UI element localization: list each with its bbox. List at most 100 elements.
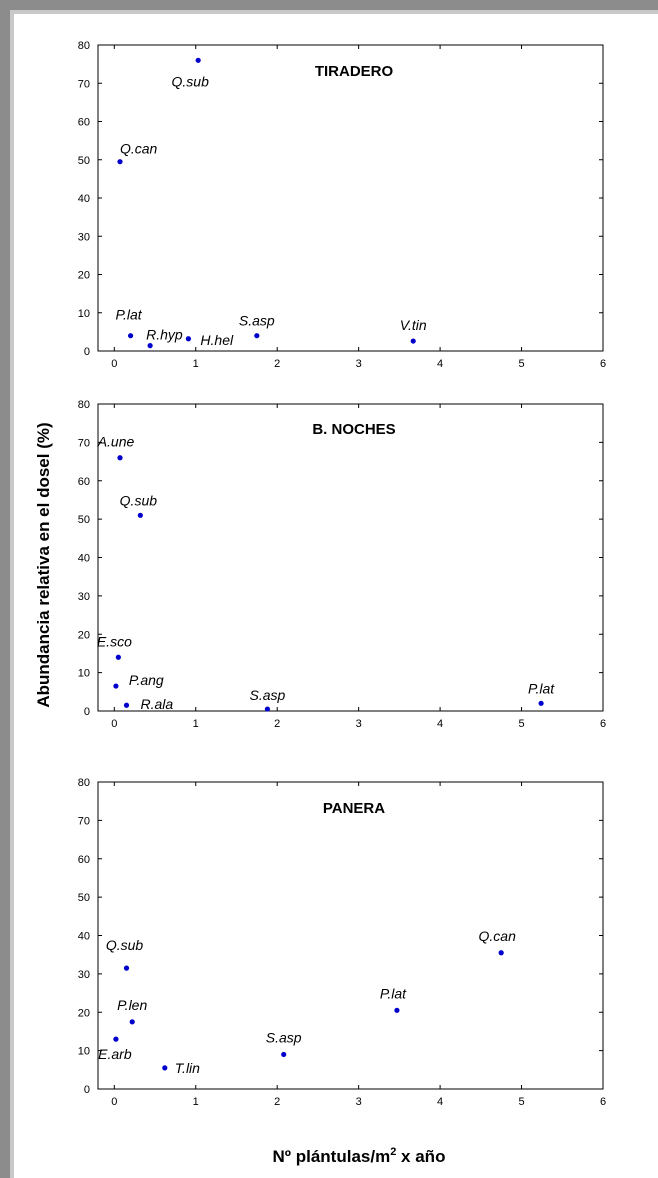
- x-tick-label: 4: [437, 718, 443, 730]
- y-tick-label: 30: [78, 591, 90, 603]
- y-tick-label: 10: [78, 1046, 90, 1058]
- x-axis-label-superscript: 2: [390, 1146, 396, 1158]
- frame-border-top-inner: [10, 10, 658, 14]
- point-label: P.ang: [129, 672, 164, 688]
- y-tick-label: 60: [78, 476, 90, 488]
- data-point: [281, 1051, 287, 1058]
- y-tick-label: 50: [78, 514, 90, 526]
- y-tick-label: 0: [84, 1084, 90, 1096]
- point-label: S.asp: [250, 687, 286, 703]
- data-point: [162, 1065, 168, 1071]
- x-tick-label: 6: [600, 358, 606, 370]
- x-tick-label: 2: [274, 718, 280, 730]
- x-tick-label: 5: [518, 358, 524, 370]
- y-tick-label: 80: [78, 777, 90, 789]
- plot-frame: [97, 781, 604, 1090]
- plot-frame: [97, 44, 604, 352]
- panel-title: TIRADERO: [315, 63, 394, 80]
- y-tick-label: 20: [78, 629, 90, 641]
- x-tick-label: 0: [111, 358, 117, 370]
- frame-border-left-inner: [10, 10, 14, 1178]
- panel-3: 0 10 20 30 40 50 60 70 80 0 1 2 3 4 5 6 PANERA Q.sub Q.can…: [78, 777, 606, 1108]
- y-tick-label: 60: [78, 117, 90, 129]
- y-tick-label: 20: [78, 270, 90, 282]
- data-point: [410, 338, 416, 344]
- panel-1: 0 10 20 30 40 50 60 70 80 0 1 2 3 4 5 6 TIRADERO Q.sub Q.c…: [78, 40, 606, 370]
- data-point: [538, 700, 544, 706]
- data-point: [498, 950, 504, 956]
- y-tick-label: 40: [78, 931, 90, 943]
- frame-border-left: [0, 0, 10, 1178]
- data-point: [137, 512, 143, 518]
- y-tick-label: 10: [78, 308, 90, 320]
- panel-title: PANERA: [323, 800, 385, 817]
- data-point: [185, 336, 192, 342]
- data-point: [147, 343, 153, 349]
- x-axis-label-main: Nº plántulas/m: [273, 1147, 391, 1166]
- frame-border-top: [0, 0, 658, 10]
- y-tick-label: 50: [78, 155, 90, 167]
- y-tick-label: 80: [78, 399, 90, 411]
- point-label: Q.can: [120, 141, 158, 157]
- point-label: P.lat: [528, 680, 555, 696]
- y-tick-label: 60: [78, 854, 90, 866]
- data-point: [254, 333, 260, 339]
- point-label: A.une: [97, 434, 135, 450]
- x-tick-label: 2: [274, 1096, 280, 1108]
- point-label: H.hel: [200, 332, 234, 348]
- point-label: Q.sub: [172, 73, 210, 89]
- data-point: [129, 1019, 135, 1025]
- y-tick-label: 50: [78, 892, 90, 904]
- x-axis-label: Nº plántulas/m2 x año: [273, 1146, 446, 1166]
- point-label: E.sco: [97, 633, 132, 649]
- point-label: R.ala: [141, 696, 174, 712]
- y-tick-label: 0: [84, 346, 90, 358]
- point-label: R.hyp: [146, 327, 183, 343]
- x-tick-label: 5: [518, 1096, 524, 1108]
- x-tick-label: 2: [274, 358, 280, 370]
- point-label: T.lin: [175, 1060, 200, 1076]
- y-tick-label: 40: [78, 193, 90, 205]
- x-tick-label: 1: [193, 358, 199, 370]
- plot-frame: [97, 403, 604, 712]
- data-point: [123, 965, 130, 971]
- data-point: [264, 706, 271, 712]
- y-axis-label: Abundancia relativa en el dosel (%): [34, 422, 53, 707]
- y-tick-label: 80: [78, 40, 90, 52]
- y-tick-label: 0: [84, 706, 90, 718]
- y-tick-label: 70: [78, 815, 90, 827]
- point-label: Q.sub: [120, 492, 158, 508]
- x-tick-label: 1: [193, 1096, 199, 1108]
- x-tick-label: 3: [356, 1096, 362, 1108]
- y-tick-label: 70: [78, 437, 90, 449]
- data-point: [123, 702, 130, 708]
- point-label: S.asp: [266, 1029, 302, 1045]
- y-tick-label: 30: [78, 969, 90, 981]
- x-tick-label: 0: [111, 1096, 117, 1108]
- panel-title: B. NOCHES: [312, 421, 395, 438]
- y-tick-label: 20: [78, 1007, 90, 1019]
- x-tick-label: 4: [437, 1096, 443, 1108]
- y-tick-label: 10: [78, 668, 90, 680]
- data-point: [117, 159, 123, 165]
- point-label: E.arb: [98, 1046, 132, 1062]
- x-tick-label: 0: [111, 718, 117, 730]
- y-tick-label: 30: [78, 231, 90, 243]
- data-point: [195, 57, 201, 63]
- y-tick-label: 70: [78, 78, 90, 90]
- point-label: Q.can: [479, 928, 517, 944]
- point-label: P.lat: [115, 307, 142, 323]
- point-label: Q.sub: [106, 937, 144, 953]
- data-point: [113, 683, 119, 689]
- x-tick-label: 1: [193, 718, 199, 730]
- data-point: [394, 1007, 400, 1013]
- point-label: P.len: [117, 997, 147, 1013]
- x-tick-label: 3: [356, 358, 362, 370]
- data-point: [115, 654, 121, 660]
- x-tick-label: 6: [600, 718, 606, 730]
- panel-2: 0 10 20 30 40 50 60 70 80 0 1 2 3 4 5 6 B. NOCHES A.une Q.…: [78, 399, 606, 730]
- x-tick-label: 4: [437, 358, 443, 370]
